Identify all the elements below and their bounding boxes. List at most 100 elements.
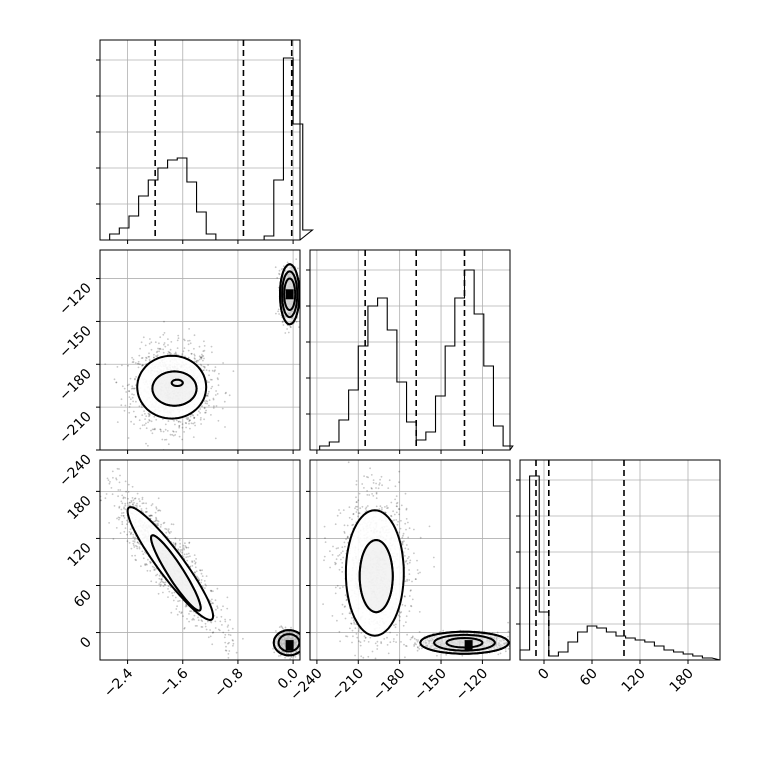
scatter-point [112, 538, 115, 540]
scatter-point [136, 541, 139, 544]
scatter-point [108, 522, 110, 524]
scatter-point [134, 378, 136, 381]
scatter-point [153, 520, 156, 523]
scatter-point [126, 384, 129, 387]
scatter-point [344, 545, 346, 548]
scatter-point [212, 407, 215, 409]
scatter-point [141, 364, 143, 367]
scatter-point [191, 618, 194, 621]
scatter-point [380, 641, 382, 643]
scatter-point [404, 547, 407, 550]
scatter-point [149, 570, 152, 572]
scatter-point [177, 548, 180, 550]
scatter-point [220, 615, 223, 618]
scatter-point [155, 581, 158, 584]
histogram-bar [464, 270, 474, 450]
histogram-bar [177, 158, 187, 240]
scatter-point [162, 581, 164, 583]
scatter-point [189, 342, 192, 345]
scatter-point [167, 344, 169, 346]
scatter-point [131, 393, 134, 396]
scatter-point [137, 360, 140, 363]
scatter-point [148, 415, 150, 418]
scatter-point [220, 609, 223, 611]
scatter-point [202, 350, 205, 353]
scatter-point [184, 605, 187, 608]
histogram-bar [187, 182, 197, 240]
scatter-point [163, 581, 166, 584]
scatter-point [124, 480, 127, 483]
scatter-point [110, 487, 113, 489]
histogram-bar [654, 646, 664, 660]
scatter-point [226, 607, 229, 610]
scatter-point [182, 350, 185, 353]
histogram-bar [445, 346, 455, 450]
scatter-point [352, 635, 354, 638]
scatter-point [339, 640, 341, 643]
scatter-point [221, 407, 224, 410]
scatter-point [148, 355, 151, 358]
scatter-point [222, 605, 224, 608]
contour-line [149, 534, 202, 612]
scatter-point [130, 532, 132, 535]
scatter-point [148, 342, 151, 345]
scatter-point [118, 505, 121, 508]
scatter-point [133, 497, 136, 500]
scatter-point [160, 580, 163, 583]
scatter-point [141, 498, 144, 501]
scatter-point [156, 350, 159, 353]
scatter-point [115, 477, 117, 480]
scatter-point [126, 523, 128, 526]
scatter-point [180, 611, 183, 614]
scatter-point [193, 334, 196, 337]
scatter-point [136, 505, 138, 507]
scatter-point [207, 636, 210, 639]
scatter-point [207, 620, 209, 623]
scatter-point [159, 509, 162, 512]
scatter-point [222, 362, 225, 364]
scatter-point [159, 348, 162, 350]
scatter-point [296, 316, 299, 319]
scatter-point [157, 520, 160, 523]
scatter-point [155, 517, 158, 520]
scatter-point [275, 630, 277, 632]
scatter-point [105, 493, 108, 495]
histogram-1 [306, 250, 514, 451]
scatter-point [281, 321, 284, 324]
scatter-point [194, 625, 197, 627]
scatter-point [274, 700, 276, 702]
scatter-point [214, 437, 217, 440]
scatter-point [134, 536, 136, 539]
scatter-point [174, 537, 177, 540]
scatter-point [173, 353, 176, 355]
scatter-point [138, 354, 141, 357]
scatter-point [211, 369, 214, 372]
scatter-point [170, 352, 172, 355]
histogram-bar [664, 650, 674, 660]
histogram-0-frame [99, 39, 301, 241]
scatter-point [203, 418, 206, 421]
scatter-point [281, 626, 283, 629]
scatter-point [181, 551, 184, 554]
scatter-point [147, 421, 150, 424]
scatter-point [123, 506, 125, 509]
scatter-point [203, 400, 206, 402]
scatter-point [301, 321, 303, 323]
scatter-point [188, 419, 191, 422]
scatter-point [295, 258, 298, 261]
scatter-point [126, 540, 129, 543]
scatter-point [128, 501, 131, 504]
scatter-point [128, 406, 131, 408]
hist-1-grid [310, 250, 510, 450]
scatter-point [95, 462, 97, 464]
histogram-bar [129, 216, 139, 240]
histogram-bar [168, 160, 178, 240]
scatter-point [211, 643, 214, 646]
scatter-point [172, 434, 175, 437]
histogram-bar [339, 420, 349, 450]
scatter-point [164, 345, 167, 348]
scatter-point [219, 620, 222, 623]
scatter-point [111, 470, 114, 473]
scatter-point [366, 494, 369, 496]
scatter-point [181, 423, 184, 425]
